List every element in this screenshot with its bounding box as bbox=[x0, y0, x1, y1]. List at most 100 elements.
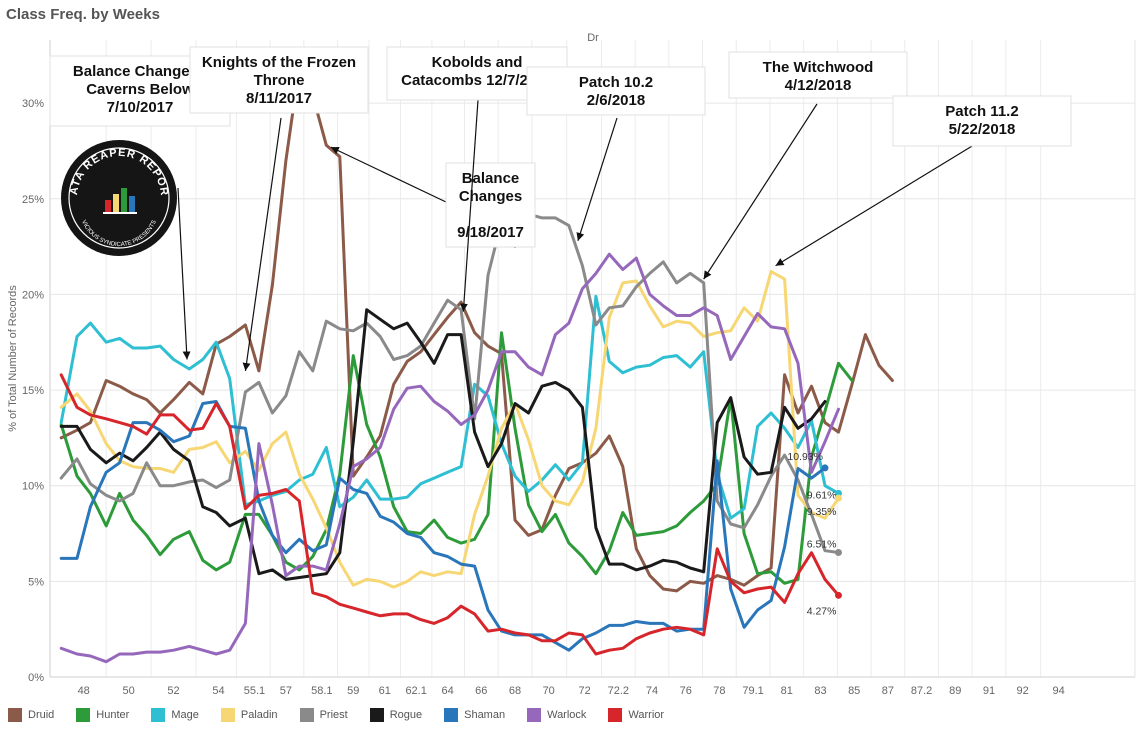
legend-item-priest[interactable]: Priest bbox=[299, 708, 348, 722]
legend-item-warrior[interactable]: Warrior bbox=[608, 708, 664, 722]
x-tick-label: 72.2 bbox=[608, 685, 629, 697]
annotation-text: The Witchwood bbox=[763, 59, 874, 76]
legend-item-shaman[interactable]: Shaman bbox=[444, 708, 505, 722]
legend-swatch bbox=[608, 708, 623, 722]
legend-swatch bbox=[8, 708, 22, 722]
legend-swatch bbox=[527, 708, 542, 722]
x-tick-label: 57 bbox=[280, 685, 292, 697]
y-tick-label: 20% bbox=[22, 289, 44, 301]
x-tick-label: 62.1 bbox=[405, 685, 426, 697]
annotation-arrow bbox=[775, 139, 983, 267]
logo-bar-icon bbox=[105, 200, 111, 212]
legend-label: Rogue bbox=[389, 709, 423, 721]
annotation-arrow bbox=[242, 117, 282, 372]
x-tick-label: 92 bbox=[1017, 685, 1029, 697]
x-tick-label: 66 bbox=[475, 685, 487, 697]
legend-label: Paladin bbox=[240, 709, 278, 721]
chart-title: Class Freq. by Weeks bbox=[6, 6, 160, 23]
annotation-arrow bbox=[703, 103, 818, 280]
logo: DATA REAPER REPORTVICIOUS SYNDICATE PRES… bbox=[0, 0, 177, 256]
logo-baseline bbox=[103, 212, 137, 214]
annotation-text: 5/22/2018 bbox=[949, 121, 1016, 138]
legend-item-hunter[interactable]: Hunter bbox=[76, 708, 129, 722]
x-tick-label: 61 bbox=[379, 685, 391, 697]
legend-item-warlock[interactable]: Warlock bbox=[527, 708, 586, 722]
x-tick-label: 94 bbox=[1052, 685, 1064, 697]
end-label-priest: 6.51% bbox=[807, 538, 837, 550]
x-tick-label: 76 bbox=[680, 685, 692, 697]
legend-label: Hunter bbox=[96, 709, 130, 721]
legend-item-paladin[interactable]: Paladin bbox=[220, 708, 278, 722]
annotation-text: Caverns Below bbox=[86, 81, 194, 98]
legend-label: Priest bbox=[319, 709, 348, 721]
annotation-box bbox=[892, 95, 1072, 147]
annotation-text: Patch 11.2 bbox=[945, 103, 1018, 120]
x-tick-label: 58.1 bbox=[311, 685, 332, 697]
legend-swatch bbox=[369, 708, 384, 722]
x-tick-label: 89 bbox=[949, 685, 961, 697]
legend-swatch bbox=[299, 708, 314, 722]
end-label-shaman: 10.93% bbox=[787, 451, 823, 463]
series-lines bbox=[59, 65, 894, 664]
annotation-text: Catacombs 12/7/2017 bbox=[401, 72, 553, 89]
legend-label: Shaman bbox=[464, 709, 506, 721]
x-tick-label: 74 bbox=[646, 685, 658, 697]
annotation-arrow bbox=[330, 146, 447, 203]
end-label-mage: 9.61% bbox=[807, 489, 837, 501]
y-axis-title: % of Total Number of Records bbox=[7, 285, 19, 432]
annotation-text: 9/18/2017 bbox=[457, 224, 524, 241]
annotation-box bbox=[728, 51, 908, 99]
y-tick-label: 15% bbox=[22, 385, 44, 397]
x-tick-label: 78 bbox=[713, 685, 725, 697]
legend-swatch bbox=[151, 708, 166, 722]
x-tick-label: 50 bbox=[122, 685, 134, 697]
annotation-arrow bbox=[576, 117, 618, 242]
legend-label: Warlock bbox=[547, 709, 587, 721]
x-tick-label: 70 bbox=[543, 685, 555, 697]
annotation-callout: Patch 10.22/6/2018 bbox=[526, 66, 706, 116]
annotation-arrow bbox=[459, 99, 479, 312]
end-label-paladin: 9.35% bbox=[807, 506, 837, 518]
end-point-mage bbox=[834, 489, 842, 497]
legend-item-druid[interactable]: Druid bbox=[8, 708, 54, 722]
y-tick-label: 30% bbox=[22, 98, 44, 110]
annotation-text: 7/10/2017 bbox=[107, 99, 174, 116]
x-tick-label: 68 bbox=[509, 685, 521, 697]
legend-label: Druid bbox=[28, 709, 55, 721]
annotation-text: Changes bbox=[459, 188, 522, 205]
x-tick-label: 52 bbox=[167, 685, 179, 697]
annotation-text: Balance Changes - bbox=[73, 63, 207, 80]
annotation-text: Balance bbox=[462, 170, 520, 187]
y-tick-label: 10% bbox=[22, 481, 44, 493]
legend-label: Warrior bbox=[628, 709, 665, 721]
legend-item-rogue[interactable]: Rogue bbox=[369, 708, 423, 722]
x-tick-label: 48 bbox=[78, 685, 90, 697]
axes: 0% 5% 10% 15% 20% 25% 30% 48 50 52 54 55.1 57 58.1 59 6… bbox=[7, 32, 1136, 697]
annotation-box bbox=[189, 46, 369, 114]
annotation-text: 8/11/2017 bbox=[246, 90, 312, 107]
x-tick-label: 72 bbox=[579, 685, 591, 697]
x-tick-label: 85 bbox=[848, 685, 860, 697]
x-tick-label: 87.2 bbox=[911, 685, 932, 697]
series-line-warrior bbox=[59, 373, 840, 656]
series-line-shaman bbox=[59, 400, 827, 652]
logo-bar-icon bbox=[121, 188, 127, 212]
end-point-paladin bbox=[834, 494, 842, 502]
end-labels: 10.93% 9.61% 9.35% 6.51% 4.27% bbox=[787, 451, 842, 617]
logo-bar-icon bbox=[129, 196, 135, 212]
legend-item-mage[interactable]: Mage bbox=[151, 708, 199, 722]
legend-swatch bbox=[76, 708, 91, 722]
legend-swatch bbox=[444, 708, 459, 722]
series-line-rogue bbox=[59, 308, 827, 581]
annotation-text: Throne bbox=[254, 72, 305, 89]
x-tick-label: 54 bbox=[212, 685, 224, 697]
end-label-warrior: 4.27% bbox=[807, 605, 837, 617]
end-point-warrior bbox=[834, 591, 842, 599]
annotation-box bbox=[526, 66, 706, 116]
annotation-callout: Patch 11.25/22/2018 bbox=[892, 95, 1072, 147]
x-tick-label: 81 bbox=[781, 685, 793, 697]
annotation-text: Patch 10.2 bbox=[579, 74, 653, 91]
